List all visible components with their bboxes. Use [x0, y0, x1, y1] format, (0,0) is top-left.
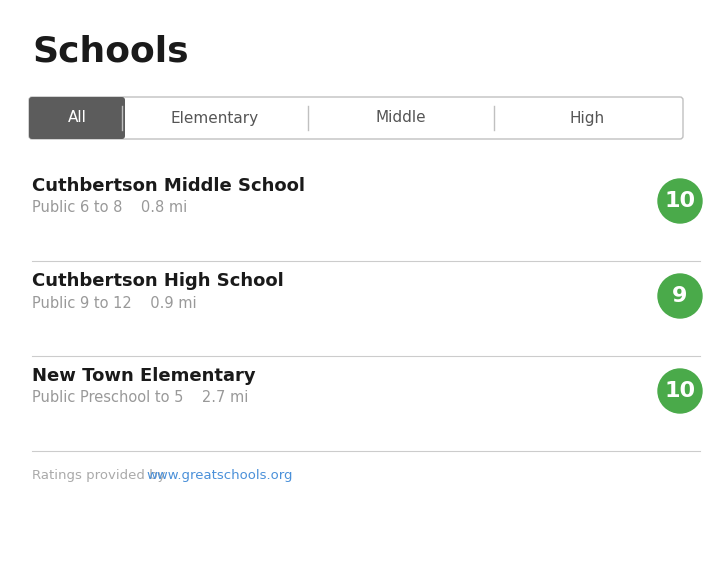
- FancyBboxPatch shape: [29, 97, 683, 139]
- Text: Middle: Middle: [376, 111, 426, 125]
- FancyBboxPatch shape: [29, 97, 125, 139]
- Text: Public 9 to 12    0.9 mi: Public 9 to 12 0.9 mi: [32, 296, 196, 310]
- Text: Schools: Schools: [32, 35, 188, 69]
- Text: Cuthbertson Middle School: Cuthbertson Middle School: [32, 177, 305, 195]
- Text: Public 6 to 8    0.8 mi: Public 6 to 8 0.8 mi: [32, 201, 187, 215]
- Text: New Town Elementary: New Town Elementary: [32, 367, 256, 385]
- Text: Cuthbertson High School: Cuthbertson High School: [32, 272, 283, 290]
- Circle shape: [658, 369, 702, 413]
- Text: 10: 10: [665, 381, 695, 401]
- Text: All: All: [68, 111, 86, 125]
- Circle shape: [658, 274, 702, 318]
- Text: Ratings provided by: Ratings provided by: [32, 469, 170, 482]
- Text: Elementary: Elementary: [171, 111, 259, 125]
- Text: 10: 10: [665, 191, 695, 211]
- Text: Public Preschool to 5    2.7 mi: Public Preschool to 5 2.7 mi: [32, 390, 248, 406]
- Text: www.greatschools.org: www.greatschools.org: [146, 469, 293, 482]
- Circle shape: [658, 179, 702, 223]
- Text: 9: 9: [673, 286, 688, 306]
- Text: High: High: [570, 111, 605, 125]
